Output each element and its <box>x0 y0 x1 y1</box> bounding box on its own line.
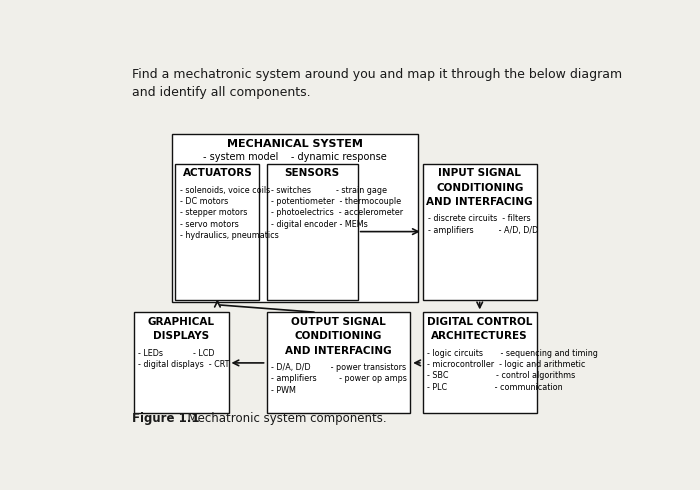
Text: - DC motors: - DC motors <box>180 197 228 206</box>
Text: GRAPHICAL: GRAPHICAL <box>148 317 215 327</box>
Text: - hydraulics, pneumatics: - hydraulics, pneumatics <box>180 231 279 240</box>
Text: - PWM: - PWM <box>271 386 295 394</box>
Text: SENSORS: SENSORS <box>284 168 340 178</box>
Text: CONDITIONING: CONDITIONING <box>436 183 524 193</box>
Text: - amplifiers          - A/D, D/D: - amplifiers - A/D, D/D <box>428 225 538 235</box>
Text: DIGITAL CONTROL: DIGITAL CONTROL <box>427 317 533 327</box>
Text: AND INTERFACING: AND INTERFACING <box>285 345 392 356</box>
Bar <box>267 312 410 414</box>
Text: CONDITIONING: CONDITIONING <box>295 331 382 341</box>
Text: - switches          - strain gage: - switches - strain gage <box>271 186 387 195</box>
Text: - photoelectrics  - accelerometer: - photoelectrics - accelerometer <box>271 208 403 217</box>
Text: - LEDs            - LCD: - LEDs - LCD <box>138 348 214 358</box>
Text: - stepper motors: - stepper motors <box>180 208 247 217</box>
Bar <box>176 164 260 299</box>
Text: - solenoids, voice coils: - solenoids, voice coils <box>180 186 270 195</box>
Text: INPUT SIGNAL: INPUT SIGNAL <box>438 168 522 178</box>
Text: - logic circuits       - sequencing and timing: - logic circuits - sequencing and timing <box>427 348 598 358</box>
Text: Mechatronic system components.: Mechatronic system components. <box>180 412 386 425</box>
Text: - system model    - dynamic response: - system model - dynamic response <box>203 152 387 162</box>
Text: ARCHITECTURES: ARCHITECTURES <box>431 331 528 341</box>
Text: Figure 1.1: Figure 1.1 <box>132 412 200 425</box>
Bar <box>423 312 537 414</box>
Text: DISPLAYS: DISPLAYS <box>153 331 209 341</box>
Text: - D/A, D/D        - power transistors: - D/A, D/D - power transistors <box>271 363 406 372</box>
Text: - digital displays  - CRT: - digital displays - CRT <box>138 360 230 369</box>
Text: MECHANICAL SYSTEM: MECHANICAL SYSTEM <box>227 139 363 149</box>
Text: Find a mechatronic system around you and map it through the below diagram
and id: Find a mechatronic system around you and… <box>132 68 622 99</box>
Text: - discrete circuits  - filters: - discrete circuits - filters <box>428 214 531 223</box>
Text: - potentiometer  - thermocouple: - potentiometer - thermocouple <box>271 197 401 206</box>
Text: - digital encoder - MEMs: - digital encoder - MEMs <box>271 220 368 228</box>
Bar <box>134 312 228 414</box>
Bar <box>423 164 537 299</box>
Text: - SBC                   - control algorithms: - SBC - control algorithms <box>427 371 575 380</box>
Bar <box>172 134 419 302</box>
Text: - microcontroller  - logic and arithmetic: - microcontroller - logic and arithmetic <box>427 360 585 369</box>
Text: ACTUATORS: ACTUATORS <box>183 168 252 178</box>
Text: - PLC                   - communication: - PLC - communication <box>427 383 563 392</box>
Bar <box>267 164 358 299</box>
Text: AND INTERFACING: AND INTERFACING <box>426 197 533 207</box>
Text: OUTPUT SIGNAL: OUTPUT SIGNAL <box>291 317 386 327</box>
Text: - servo motors: - servo motors <box>180 220 239 228</box>
Text: - amplifiers         - power op amps: - amplifiers - power op amps <box>271 374 407 383</box>
